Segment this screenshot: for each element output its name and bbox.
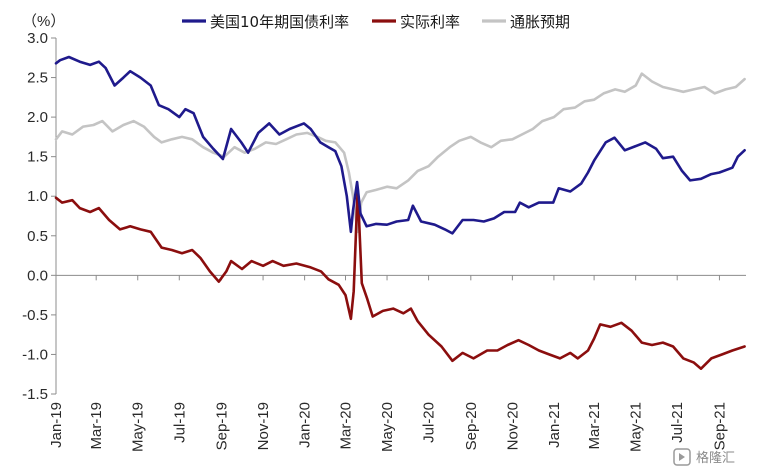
y-tick-label: 1.0	[27, 188, 48, 205]
x-tick-label: Jan-20	[297, 402, 314, 448]
x-tick-label: Sep-20	[463, 402, 480, 450]
series-line-1	[54, 187, 746, 370]
y-tick-label: -1.5	[22, 386, 48, 403]
x-tick-label: May-21	[628, 402, 645, 452]
x-tick-label: Jul-19	[171, 402, 188, 443]
y-tick-label: 3.0	[27, 30, 48, 47]
legend-label: 美国10年期国债利率	[210, 13, 349, 31]
x-tick-label: Mar-19	[88, 402, 105, 450]
x-tick-label: Mar-20	[337, 402, 354, 450]
legend: 美国10年期国债利率 实际利率 通胀预期	[182, 13, 570, 31]
x-tick-label: Nov-19	[255, 402, 272, 450]
x-tick-label: Mar-21	[586, 402, 603, 450]
y-tick-label: 1.5	[27, 149, 48, 166]
y-tick-label: -1.0	[22, 346, 48, 363]
x-tick-label: Jul-21	[669, 402, 686, 443]
x-tick-label: Sep-21	[711, 402, 728, 450]
gelonghui-logo-icon	[673, 448, 691, 466]
y-tick-label: 2.0	[27, 109, 48, 126]
legend-label: 通胀预期	[510, 13, 570, 31]
y-tick-label: -0.5	[22, 307, 48, 324]
x-tick-label: Jan-19	[48, 402, 65, 448]
series-layer	[54, 55, 746, 370]
x-tick-label: Sep-19	[214, 402, 231, 450]
x-tick-label: Nov-20	[504, 402, 521, 450]
x-axis-ticks: Jan-19 Mar-19 May-19 Jul-19 Sep-19 Nov-19 Jan-…	[48, 275, 728, 452]
x-tick-label: Jul-20	[421, 402, 438, 443]
y-tick-label: 2.5	[27, 70, 48, 87]
watermark: 格隆汇	[673, 448, 735, 466]
series-line-2	[54, 72, 746, 234]
y-tick-label: 0.0	[27, 267, 48, 284]
x-tick-label: Jan-21	[546, 402, 563, 448]
watermark-text: 格隆汇	[696, 450, 735, 466]
legend-label: 实际利率	[400, 13, 460, 31]
y-axis-ticks: 3.0 2.5 2.0 1.5 1.0 0.5 0.0 -0.5 -1.0 -1.5	[22, 30, 56, 403]
x-tick-label: May-19	[130, 402, 147, 452]
y-axis-unit-label: （%）	[22, 13, 65, 30]
series-line-0	[54, 55, 746, 235]
y-tick-label: 0.5	[27, 228, 48, 245]
x-tick-label: May-20	[379, 402, 396, 452]
